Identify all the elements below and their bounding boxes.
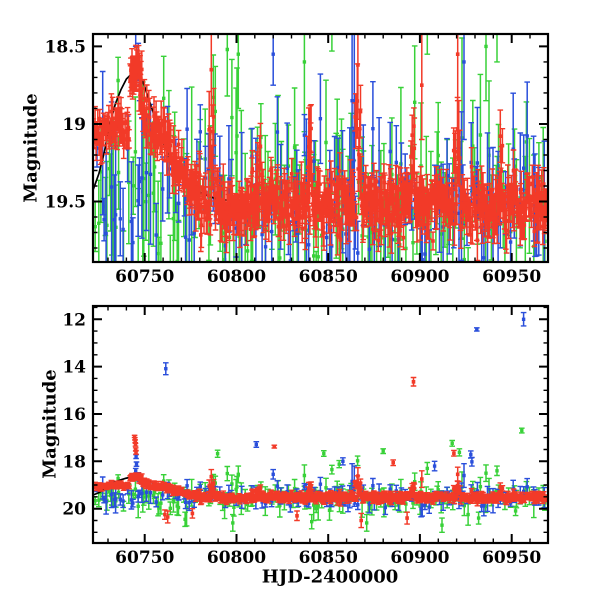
top-ytick-label: 19: [62, 115, 86, 135]
top-xtick-label: 60850: [299, 267, 358, 287]
top-xtick-label: 60750: [115, 267, 174, 287]
bottom-xtick-label: 60750: [115, 548, 174, 568]
x-axis-label: HJD-2400000: [261, 566, 399, 588]
bottom-minor-ticks: [93, 306, 548, 543]
bottom-ytick-label: 14: [62, 358, 86, 378]
top-panel-axes: 18.5 19 19.5 60750 60800 60850 60900 60950: [45, 32, 550, 287]
bottom-panel-data: [93, 311, 548, 533]
top-ytick-label: 18.5: [45, 37, 86, 57]
bottom-xtick-label: 60900: [390, 548, 449, 568]
bottom-panel-axes: 12 14 16 18 20 60750 60800 60850 60900 60950: [62, 304, 550, 568]
red-markers: [93, 52, 548, 243]
top-major-ticks: [93, 34, 548, 262]
red-markers: [93, 380, 548, 523]
bottom-panel-frame: [91, 304, 550, 545]
bottom-ytick-label: 16: [62, 405, 86, 425]
bottom-ytick-label: 18: [62, 452, 86, 472]
bottom-major-ticks: [93, 306, 548, 543]
top-xtick-label: 60900: [390, 267, 449, 287]
bottom-xtick-label: 60950: [482, 548, 541, 568]
bottom-xtick-label: 60800: [207, 548, 266, 568]
top-ytick-label: 19.5: [45, 193, 86, 213]
top-panel-data: [93, 34, 548, 262]
bottom-ytick-label: 12: [62, 310, 86, 330]
top-xtick-label: 60950: [482, 267, 541, 287]
top-minor-ticks: [93, 34, 548, 262]
bottom-ytick-label: 20: [62, 500, 86, 520]
top-xtick-label: 60800: [207, 267, 266, 287]
top-panel-frame: [91, 32, 550, 264]
y-axis-label-bottom: Magnitude: [39, 369, 61, 479]
bottom-xtick-label: 60850: [299, 548, 358, 568]
y-axis-label-top: Magnitude: [20, 93, 42, 203]
